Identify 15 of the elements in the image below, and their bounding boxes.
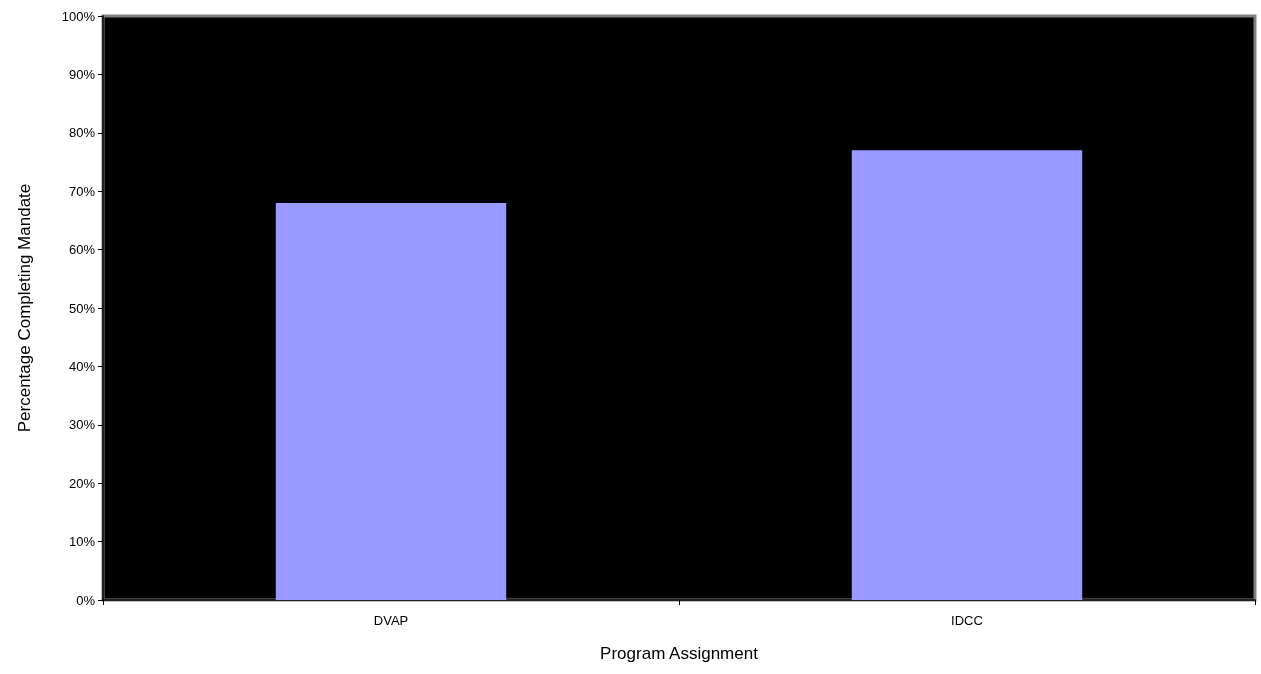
y-tick-label: 50% [68,300,96,316]
y-tick-label: 90% [68,66,96,82]
x-axis-title: Program Assignment [600,644,759,663]
y-tick-label: 30% [68,417,96,433]
y-tick-label: 0% [76,592,96,608]
y-tick-label: 60% [68,242,96,258]
y-axis-title: Percentage Completing Mandate [15,183,34,433]
y-tick-label: 40% [68,358,96,374]
y-tick-label: 80% [68,125,96,141]
y-tick-label: 20% [68,475,96,491]
y-tick-label: 10% [68,534,96,550]
x-tick-label: IDCC [951,613,983,628]
y-tick-label: 70% [68,183,96,199]
y-tick-label: 100% [61,8,96,24]
x-tick-label: DVAP [373,613,409,628]
